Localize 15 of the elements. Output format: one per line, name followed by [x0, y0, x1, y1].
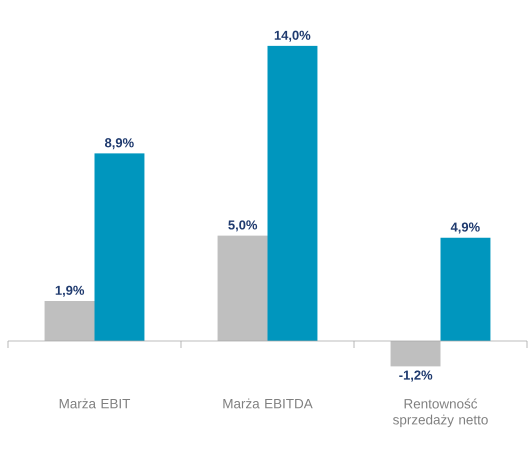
- bar: [440, 238, 490, 342]
- data-label: -1,2%: [399, 370, 432, 382]
- bar: [390, 341, 441, 366]
- x-tick-label: Rentowność sprzedaży netto: [393, 398, 488, 428]
- data-label: 8,9%: [104, 138, 134, 150]
- x-tick-label: Marża EBIT: [60, 398, 130, 408]
- data-label: 4,9%: [450, 222, 480, 234]
- data-label: 14,0%: [274, 30, 310, 42]
- bar: [44, 300, 94, 342]
- data-label: 1,9%: [56, 286, 84, 297]
- data-label: 5,0%: [228, 220, 258, 232]
- bar: [218, 236, 268, 342]
- bar: [268, 46, 318, 342]
- bar: [94, 153, 144, 342]
- x-tick-label: Marża EBITDA: [223, 398, 313, 408]
